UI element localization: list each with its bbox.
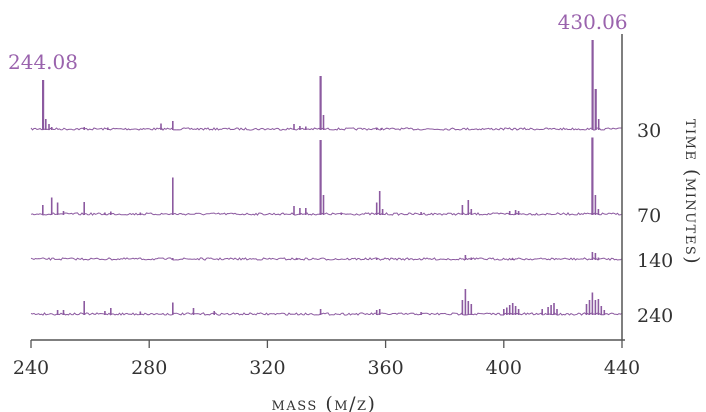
x-tick-label-440: 440 [604,357,640,379]
trace-baseline-140 [30,257,623,261]
trace-baseline-240 [30,312,623,316]
trace-labels-layer: 30 70 140 240 [637,120,673,327]
peak-label-244-08: 244.08 [8,50,78,74]
x-tick-label-240: 240 [13,357,49,379]
x-tick-label-320: 320 [249,357,285,379]
y-axis-title: time (minutes) [681,119,703,265]
x-tick-label-360: 360 [367,357,403,379]
trace-baseline-30 [30,127,623,131]
x-tick-label-280: 280 [131,357,167,379]
peak-labels-layer: 244.08 430.06 [8,10,628,74]
x-axis-title: mass (m/z) [272,393,377,412]
x-ticks-layer: 240 280 320 360 400 440 [13,340,640,379]
trace-label-70: 70 [637,205,661,227]
traces-layer [30,40,623,316]
trace-label-140: 140 [637,250,673,272]
trace-baseline-70 [30,212,623,216]
peak-label-430-06: 430.06 [558,10,628,34]
trace-label-240: 240 [637,305,673,327]
trace-label-30: 30 [637,120,661,142]
x-tick-label-400: 400 [486,357,522,379]
